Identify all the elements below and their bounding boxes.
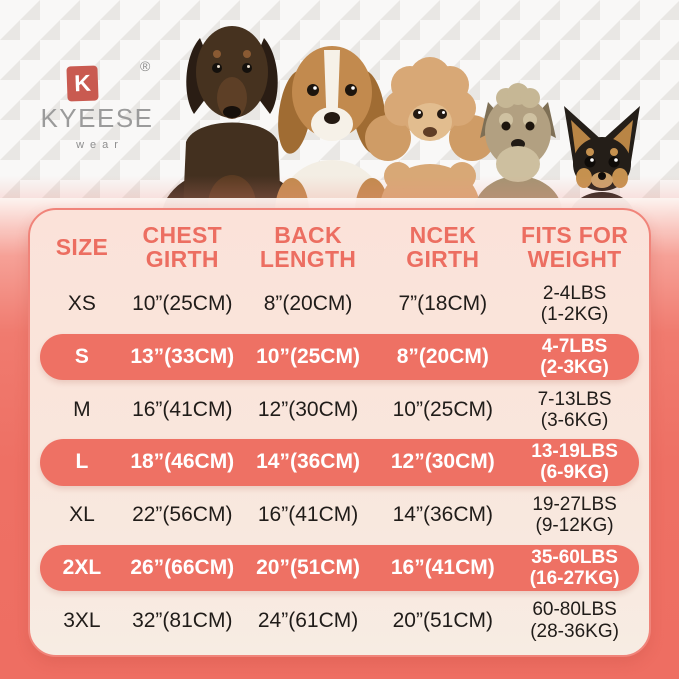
cell-chest: 10”(25CM) [132, 292, 233, 316]
cell-weight: 35-60LBS (16-27KG) [530, 547, 620, 590]
weight-lbs: 7-13LBS [537, 388, 612, 410]
cell-chest: 22”(56CM) [132, 503, 233, 527]
header-size: SIZE [55, 233, 109, 260]
cell-weight: 7-13LBS (3-6KG) [538, 389, 612, 432]
weight-kg: (6-9KG) [540, 462, 609, 484]
cell-chest: 26”(66CM) [130, 555, 235, 579]
weight-lbs: 35-60LBS [531, 546, 618, 568]
table-row-l-highlighted: L 18”(46CM) 14”(36CM) 12”(30CM) 13-19LBS… [40, 439, 639, 486]
weight-lbs: 4-7LBS [541, 335, 608, 357]
cell-neck: 12”(30CM) [390, 450, 495, 474]
cell-size: 3XL [63, 608, 101, 632]
cell-neck: 10”(25CM) [392, 397, 493, 421]
registered-trademark-icon: ® [140, 58, 151, 74]
cell-weight: 19-27LBS (9-12KG) [532, 494, 617, 537]
brand-subtitle: wear [76, 139, 124, 151]
cell-chest: 13”(33CM) [130, 345, 235, 369]
cell-weight: 2-4LBS (1-2KG) [541, 283, 609, 326]
cell-chest: 16”(41CM) [132, 397, 233, 421]
cell-size: XL [69, 503, 95, 527]
header-chest-girth: CHEST GIRTH [142, 221, 222, 272]
cell-size: S [74, 345, 89, 369]
weight-lbs: 60-80LBS [532, 599, 617, 621]
brand-logo-letter: K [73, 69, 92, 97]
cell-neck: 14”(36CM) [392, 503, 493, 527]
weight-lbs: 19-27LBS [532, 493, 617, 515]
table-row-s-highlighted: S 13”(33CM) 10”(25CM) 8”(20CM) 4-7LBS (2… [40, 333, 639, 381]
header-fits-for-weight: FITS FOR WEIGHT [520, 221, 629, 272]
cell-back: 16”(41CM) [257, 503, 359, 527]
cell-back: 14”(36CM) [256, 450, 360, 474]
header-neck-girth: NCEK GIRTH [406, 221, 480, 272]
weight-lbs: 2-4LBS [542, 283, 607, 305]
cell-back: 10”(25CM) [256, 345, 360, 369]
brand-name: KYEESE [40, 103, 154, 133]
weight-kg: (3-6KG) [540, 409, 609, 431]
cell-weight: 4-7LBS (2-3KG) [540, 336, 609, 379]
table-row-m: M 16”(41CM) 12”(30CM) 10”(25CM) 7-13LBS … [40, 383, 639, 436]
table-row-2xl-highlighted: 2XL 26”(66CM) 20”(51CM) 16”(41CM) 35-60L… [40, 544, 639, 592]
weight-lbs: 13-19LBS [531, 441, 618, 463]
weight-kg: (9-12KG) [535, 515, 614, 537]
weight-kg: (16-27KG) [529, 567, 620, 589]
cell-size: XS [67, 292, 96, 316]
brand-logo-mark: K [66, 65, 99, 102]
weight-kg: (28-36KG) [530, 620, 619, 642]
table-row-xs: XS 10”(25CM) 8”(20CM) 7”(18CM) 2-4LBS (1… [40, 278, 639, 331]
cell-size: 2XL [62, 555, 102, 579]
cell-back: 20”(51CM) [256, 555, 360, 579]
table-header-row: SIZE CHEST GIRTH BACK LENGTH NCEK GIRTH … [40, 216, 639, 278]
cell-chest: 32”(81CM) [132, 608, 233, 632]
cell-neck: 20”(51CM) [392, 608, 493, 632]
table-row-3xl: 3XL 32”(81CM) 24”(61CM) 20”(51CM) 60-80L… [40, 594, 639, 647]
cell-size: L [75, 450, 89, 474]
cell-neck: 7”(18CM) [398, 292, 488, 316]
header-back-length: BACK LENGTH [259, 221, 357, 272]
cell-back: 12”(30CM) [257, 397, 359, 421]
table-row-xl: XL 22”(56CM) 16”(41CM) 14”(36CM) 19-27LB… [40, 489, 639, 542]
cell-weight: 13-19LBS (6-9KG) [531, 441, 618, 484]
weight-kg: (1-2KG) [540, 304, 609, 326]
cell-back: 24”(61CM) [257, 608, 359, 632]
cell-chest: 18”(46CM) [130, 450, 235, 474]
cell-back: 8”(20CM) [263, 292, 353, 316]
cell-neck: 16”(41CM) [390, 555, 495, 579]
size-chart-card: SIZE CHEST GIRTH BACK LENGTH NCEK GIRTH … [28, 208, 651, 657]
weight-kg: (2-3KG) [540, 357, 609, 379]
cell-size: M [73, 397, 91, 421]
cell-weight: 60-80LBS (28-36KG) [530, 599, 619, 642]
cell-neck: 8”(20CM) [396, 345, 489, 369]
